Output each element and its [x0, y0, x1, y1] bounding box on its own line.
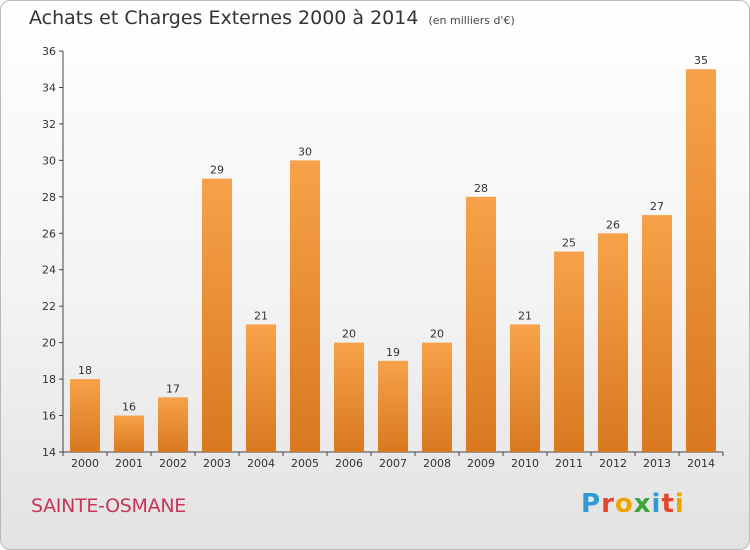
bar-2008 — [422, 342, 452, 452]
bar-2001 — [114, 415, 144, 452]
y-tick-label: 18 — [42, 373, 56, 386]
y-tick-label: 16 — [42, 410, 56, 423]
x-tick-label: 2011 — [555, 457, 583, 470]
logo-letter: i — [651, 489, 662, 519]
x-tick-label: 2002 — [159, 457, 187, 470]
data-label-2006: 20 — [342, 328, 356, 341]
x-tick-label: 2008 — [423, 457, 451, 470]
data-labels: 18 16 17 29 21 30 20 19 20 28 21 25 26 27 35 — [78, 54, 708, 413]
bar-2013 — [642, 215, 672, 452]
unit-label: (en milliers d'€) — [428, 14, 515, 27]
x-tick-label: 2006 — [335, 457, 363, 470]
data-label-2014: 35 — [694, 54, 708, 67]
bar-2006 — [334, 342, 364, 452]
y-tick-label: 28 — [42, 191, 56, 204]
logo-letter: o — [614, 489, 634, 519]
y-tick-label: 30 — [42, 154, 56, 167]
bar-2000 — [70, 379, 100, 452]
data-label-2003: 29 — [210, 164, 224, 177]
title-text: Achats et Charges Externes 2000 à 2014 — [29, 7, 419, 29]
y-tick-label: 14 — [42, 446, 56, 459]
data-label-2008: 20 — [430, 328, 444, 341]
x-tick-label: 2013 — [643, 457, 671, 470]
bar-2010 — [510, 324, 540, 452]
logo-letter: r — [601, 489, 615, 519]
data-label-2012: 26 — [606, 218, 620, 231]
bar-2005 — [290, 160, 320, 452]
y-tick-label: 34 — [42, 81, 56, 94]
data-label-2013: 27 — [650, 200, 664, 213]
x-tick-label: 2000 — [71, 457, 99, 470]
data-label-2004: 21 — [254, 309, 268, 322]
logo-letter: x — [633, 489, 652, 519]
x-tick-label: 2014 — [687, 457, 715, 470]
y-tick-label: 26 — [42, 227, 56, 240]
logo-letter: i — [674, 489, 685, 519]
data-label-2007: 19 — [386, 346, 400, 359]
proxiti-logo: Proxiti — [581, 489, 685, 519]
x-tick-label: 2012 — [599, 457, 627, 470]
bar-2007 — [378, 360, 408, 452]
x-tick-label: 2007 — [379, 457, 407, 470]
data-label-2010: 21 — [518, 309, 532, 322]
bar-2002 — [158, 397, 188, 452]
data-label-2001: 16 — [122, 401, 136, 414]
data-label-2011: 25 — [562, 237, 576, 250]
x-tick-label: 2004 — [247, 457, 275, 470]
y-tick-label: 20 — [42, 337, 56, 350]
y-tick-label: 36 — [42, 45, 56, 58]
commune-name: SAINTE-OSMANE — [31, 495, 186, 517]
logo-letter: P — [581, 489, 602, 519]
data-label-2000: 18 — [78, 364, 92, 377]
bar-2009 — [466, 196, 496, 452]
bar-2014 — [686, 69, 716, 453]
y-tick-label: 24 — [42, 264, 56, 277]
bar-2012 — [598, 233, 628, 452]
logo-letter: t — [661, 489, 675, 519]
chart-title: Achats et Charges Externes 2000 à 2014 (e… — [29, 7, 515, 29]
y-tick-label: 22 — [42, 300, 56, 313]
x-tick-label: 2005 — [291, 457, 319, 470]
data-label-2002: 17 — [166, 382, 180, 395]
bars — [70, 69, 716, 453]
data-label-2005: 30 — [298, 145, 312, 158]
data-label-2009: 28 — [474, 182, 488, 195]
x-tick-label: 2001 — [115, 457, 143, 470]
bar-2011 — [554, 251, 584, 452]
x-tick-label: 2010 — [511, 457, 539, 470]
x-tick-label: 2003 — [203, 457, 231, 470]
bar-2004 — [246, 324, 276, 452]
bar-2003 — [202, 178, 232, 452]
x-tick-label: 2009 — [467, 457, 495, 470]
y-tick-label: 32 — [42, 118, 56, 131]
